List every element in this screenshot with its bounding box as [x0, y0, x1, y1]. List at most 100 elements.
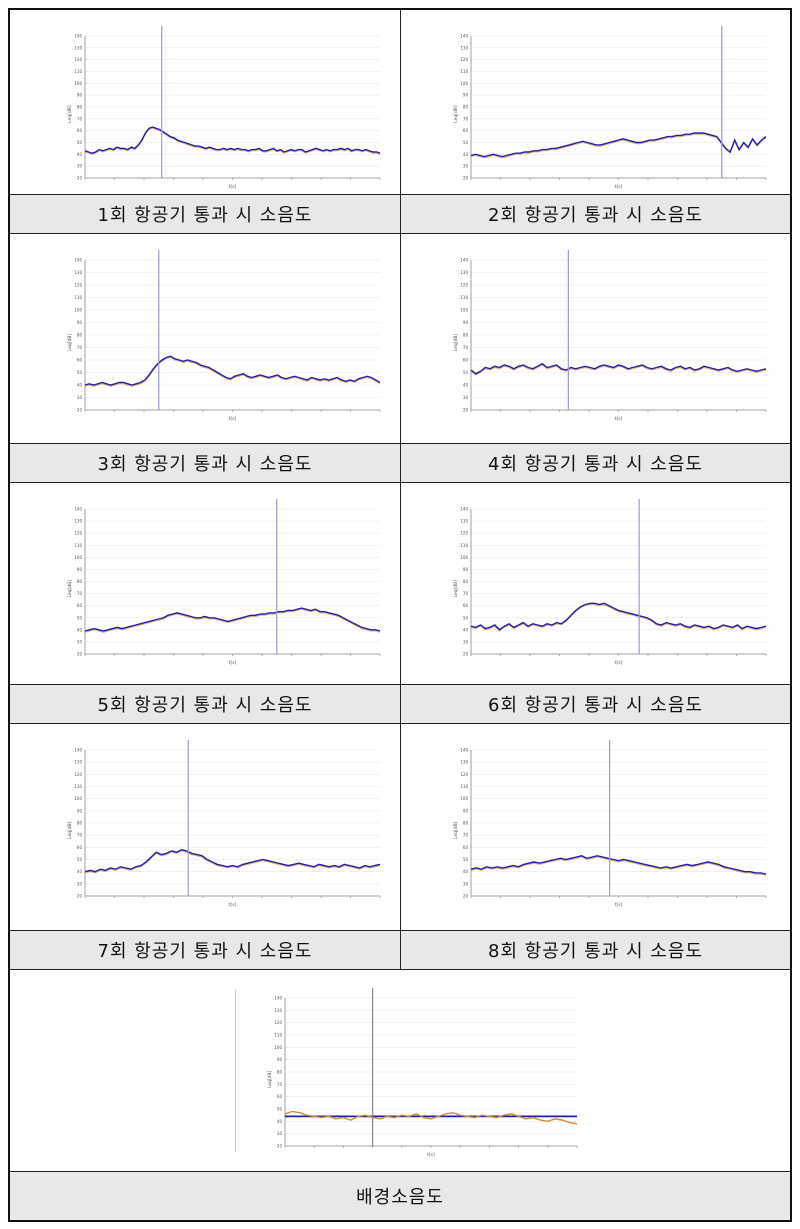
- y-tick-label: 120: [74, 531, 82, 536]
- y-tick-label: 90: [463, 320, 469, 325]
- y-tick-label: 40: [77, 152, 83, 157]
- series-line: [84, 849, 381, 873]
- y-tick-label: 100: [74, 555, 82, 560]
- series-line: [470, 602, 767, 631]
- y-axis-label: Leq[dB]: [453, 105, 459, 123]
- y-tick-label: 90: [277, 1057, 283, 1062]
- y-tick-label: 120: [460, 57, 468, 62]
- y-tick-label: 100: [74, 81, 82, 86]
- y-axis-label: Leq[dB]: [67, 821, 73, 839]
- y-tick-label: 120: [460, 772, 468, 777]
- y-tick-label: 90: [463, 567, 469, 572]
- series-line: [470, 362, 767, 375]
- y-tick-label: 110: [274, 1033, 282, 1038]
- y-tick-label: 130: [74, 270, 82, 275]
- y-axis-label: Leq[dB]: [267, 1070, 273, 1088]
- caption-8: 8회 항공기 통과 시 소음도: [401, 930, 790, 969]
- y-tick-label: 90: [463, 93, 469, 98]
- y-tick-label: 130: [460, 270, 468, 275]
- panel-2: 20 30 40 50 60 70 80 90 100 110 120 130 140 Leq[dB] t[…: [401, 10, 790, 233]
- y-tick-label: 80: [463, 821, 469, 826]
- series-line-alt: [84, 850, 381, 874]
- y-tick-label: 110: [460, 784, 468, 789]
- y-tick-label: 30: [277, 1131, 283, 1136]
- y-tick-label: 120: [274, 1020, 282, 1025]
- y-axis-label: Leq[dB]: [453, 580, 459, 598]
- y-tick-label: 20: [463, 176, 469, 181]
- panel-background: 20 30 40 50 60 70 80 90 100 110 120 130 140 Leq[dB] t[…: [10, 969, 790, 1220]
- series-line-alt: [84, 127, 381, 155]
- chart-4: 20 30 40 50 60 70 80 90 100 110 120 130 140 Leq[dB] t[…: [453, 250, 767, 422]
- series-line-alt: [84, 608, 381, 633]
- y-tick-label: 40: [463, 383, 469, 388]
- y-tick-label: 40: [463, 627, 469, 632]
- y-tick-label: 130: [460, 760, 468, 765]
- y-tick-label: 50: [77, 857, 83, 862]
- y-tick-label: 60: [77, 128, 83, 133]
- caption-6: 6회 항공기 통과 시 소음도: [401, 684, 790, 723]
- series-line-alt: [470, 856, 767, 876]
- y-tick-label: 100: [460, 81, 468, 86]
- series-line-alt: [470, 133, 767, 159]
- chart-6: 20 30 40 50 60 70 80 90 100 110 120 130 140 Leq[dB] t[…: [453, 499, 767, 666]
- y-tick-label: 30: [463, 639, 469, 644]
- y-axis-label: Leq[dB]: [67, 334, 73, 352]
- y-tick-label: 110: [460, 69, 468, 74]
- y-tick-label: 100: [460, 796, 468, 801]
- y-tick-label: 70: [77, 833, 83, 838]
- y-tick-label: 110: [74, 295, 82, 300]
- panel-6: 20 30 40 50 60 70 80 90 100 110 120 130 140 Leq[dB] t[…: [401, 482, 790, 723]
- y-tick-label: 20: [277, 1144, 283, 1149]
- x-axis-label: t[s]: [229, 902, 237, 908]
- x-axis-label: t[s]: [229, 416, 237, 422]
- chart-2: 20 30 40 50 60 70 80 90 100 110 120 130 140 Leq[dB] t[…: [453, 26, 767, 190]
- y-tick-label: 40: [77, 627, 83, 632]
- series-line-alt: [470, 603, 767, 632]
- y-tick-label: 50: [463, 615, 469, 620]
- x-axis-label: t[s]: [615, 660, 623, 666]
- series-line: [84, 607, 381, 632]
- y-axis-label: Leq[dB]: [453, 821, 459, 839]
- y-tick-label: 30: [77, 164, 83, 169]
- y-tick-label: 90: [77, 320, 83, 325]
- x-axis-label: t[s]: [615, 416, 623, 422]
- y-tick-label: 80: [77, 821, 83, 826]
- y-tick-label: 50: [463, 370, 469, 375]
- y-tick-label: 70: [77, 591, 83, 596]
- chart-8: 20 30 40 50 60 70 80 90 100 110 120 130 140 Leq[dB] t[…: [453, 740, 767, 908]
- caption-5: 5회 항공기 통과 시 소음도: [10, 684, 400, 723]
- y-tick-label: 130: [460, 45, 468, 50]
- x-axis-label: t[s]: [229, 660, 237, 666]
- y-tick-label: 140: [460, 34, 468, 39]
- y-tick-label: 80: [77, 105, 83, 110]
- chart-frame: [235, 990, 236, 1152]
- panel-7: 20 30 40 50 60 70 80 90 100 110 120 130 140 Leq[dB] t[…: [10, 723, 401, 969]
- y-tick-label: 60: [77, 603, 83, 608]
- y-tick-label: 40: [277, 1119, 283, 1124]
- y-tick-label: 30: [463, 881, 469, 886]
- y-tick-label: 30: [463, 164, 469, 169]
- y-tick-label: 80: [277, 1070, 283, 1075]
- panel-8: 20 30 40 50 60 70 80 90 100 110 120 130 140 Leq[dB] t[…: [401, 723, 790, 969]
- y-tick-label: 20: [77, 176, 83, 181]
- y-tick-label: 70: [463, 833, 469, 838]
- y-tick-label: 130: [460, 519, 468, 524]
- panel-3: 20 30 40 50 60 70 80 90 100 110 120 130 140 Leq[dB] t[…: [10, 233, 401, 482]
- y-tick-label: 40: [463, 152, 469, 157]
- panel-1: 20 30 40 50 60 70 80 90 100 110 120 130 140 Leq[dB] t[…: [10, 10, 401, 233]
- y-tick-label: 60: [277, 1094, 283, 1099]
- y-tick-label: 20: [463, 408, 469, 413]
- y-tick-label: 140: [74, 507, 82, 512]
- y-tick-label: 120: [74, 283, 82, 288]
- y-tick-label: 50: [77, 615, 83, 620]
- y-tick-label: 140: [74, 258, 82, 263]
- y-tick-label: 120: [74, 772, 82, 777]
- y-tick-label: 60: [463, 845, 469, 850]
- x-axis-label: t[s]: [229, 184, 237, 190]
- y-tick-label: 130: [74, 519, 82, 524]
- y-tick-label: 30: [77, 395, 83, 400]
- y-tick-label: 30: [463, 395, 469, 400]
- panel-5: 20 30 40 50 60 70 80 90 100 110 120 130 140 Leq[dB] t[…: [10, 482, 401, 723]
- y-tick-label: 50: [77, 370, 83, 375]
- y-tick-label: 130: [74, 760, 82, 765]
